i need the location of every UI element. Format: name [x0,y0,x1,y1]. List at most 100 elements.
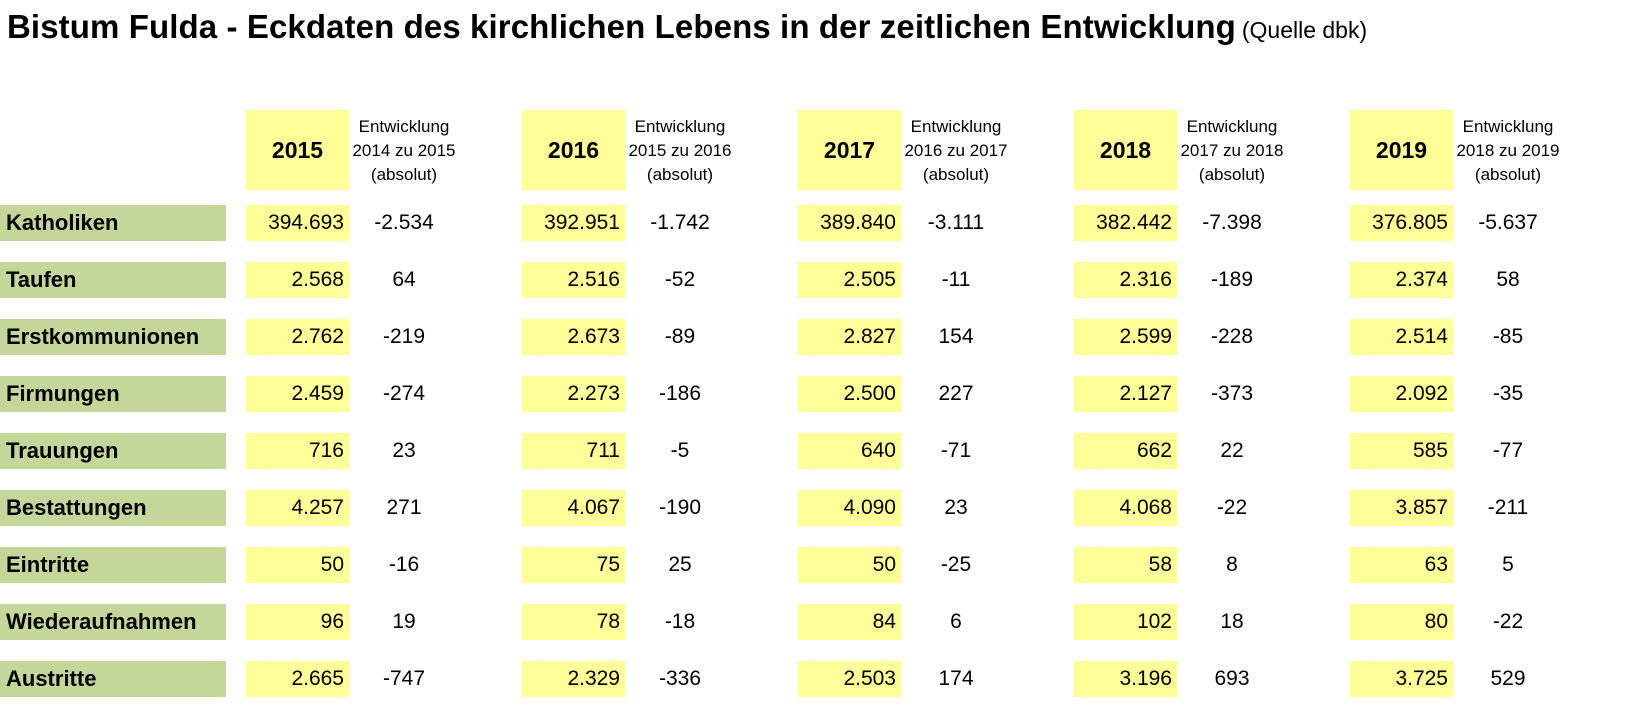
year-value-cell: 84 [798,604,901,640]
change-value-cell: -85 [1492,325,1524,348]
year-value-cell: 63 [1350,547,1453,583]
title-text: Bistum Fulda - Eckdaten des kirchlichen … [7,8,1236,45]
year-value-cell: 4.068 [1074,490,1177,526]
change-value-cell: -2.534 [374,211,434,234]
year-value-cell: 3.196 [1074,661,1177,697]
change-value-cell: -18 [664,610,696,633]
change-header-line: (absolut) [370,165,438,184]
year-header: 2019 [1350,110,1453,190]
change-value-cell: 22 [1220,439,1244,462]
year-value-cell: 2.273 [522,376,625,412]
change-value-cell: -211 [1487,496,1529,519]
year-value-cell: 3.725 [1350,661,1453,697]
change-value-cell: 6 [950,610,962,633]
year-value-cell: 382.442 [1074,205,1177,241]
change-value-cell: -228 [1210,325,1254,348]
change-value-cell: 19 [392,610,416,633]
year-value-cell: 2.459 [246,376,349,412]
row-label: Austritte [0,661,226,697]
change-header-line: (absolut) [922,165,990,184]
change-header: Entwicklung 2018 zu 2019 (absolut) [1446,115,1570,187]
change-value-cell: -52 [664,268,696,291]
change-value-cell: 529 [1490,667,1526,690]
year-value-cell: 78 [522,604,625,640]
year-value-cell: 50 [246,547,349,583]
change-value-cell: 271 [386,496,422,519]
change-value-cell: -25 [940,553,972,576]
change-value-cell: -5.637 [1478,211,1538,234]
page-title: Bistum Fulda - Eckdaten des kirchlichen … [7,8,1367,46]
change-header: Entwicklung 2016 zu 2017 (absolut) [894,115,1018,187]
change-header-line: Entwicklung [910,117,1002,136]
year-value-cell: 2.665 [246,661,349,697]
year-value-cell: 640 [798,433,901,469]
row-label: Bestattungen [0,490,226,526]
year-value-cell: 2.568 [246,262,349,298]
change-value-cell: 174 [938,667,974,690]
row-label: Firmungen [0,376,226,412]
year-value-cell: 2.374 [1350,262,1453,298]
change-header-line: (absolut) [646,165,714,184]
change-value-cell: -22 [1492,610,1524,633]
year-value-cell: 2.127 [1074,376,1177,412]
year-value-cell: 394.693 [246,205,349,241]
change-header-line: 2018 zu 2019 [1456,141,1560,160]
year-value-cell: 96 [246,604,349,640]
year-value-cell: 2.673 [522,319,625,355]
row-label: Trauungen [0,433,226,469]
change-value-cell: -5 [670,439,690,462]
change-value-cell: 5 [1502,553,1514,576]
year-value-cell: 711 [522,433,625,469]
change-header-line: 2016 zu 2017 [904,141,1008,160]
year-value-cell: 102 [1074,604,1177,640]
change-value-cell: -190 [658,496,702,519]
year-value-cell: 389.840 [798,205,901,241]
change-value-cell: -89 [664,325,696,348]
year-value-cell: 662 [1074,433,1177,469]
year-value-cell: 585 [1350,433,1453,469]
year-value-cell: 2.092 [1350,376,1453,412]
change-header: Entwicklung 2015 zu 2016 (absolut) [618,115,742,187]
change-value-cell: 23 [944,496,968,519]
change-header: Entwicklung 2014 zu 2015 (absolut) [342,115,466,187]
row-label: Taufen [0,262,226,298]
year-value-cell: 2.762 [246,319,349,355]
change-value-cell: 18 [1220,610,1244,633]
change-value-cell: -189 [1210,268,1254,291]
year-value-cell: 2.599 [1074,319,1177,355]
row-label: Wiederaufnahmen [0,604,226,640]
change-value-cell: -186 [658,382,702,405]
change-header-line: 2014 zu 2015 [352,141,456,160]
year-value-cell: 3.857 [1350,490,1453,526]
year-value-cell: 2.516 [522,262,625,298]
change-value-cell: 227 [938,382,974,405]
year-value-cell: 4.090 [798,490,901,526]
change-header-line: Entwicklung [1462,117,1554,136]
year-value-cell: 2.505 [798,262,901,298]
row-label: Katholiken [0,205,226,241]
year-value-cell: 2.329 [522,661,625,697]
change-value-cell: -11 [941,268,971,291]
year-value-cell: 2.827 [798,319,901,355]
change-value-cell: 23 [392,439,416,462]
year-value-cell: 4.067 [522,490,625,526]
change-value-cell: 693 [1214,667,1250,690]
change-value-cell: -336 [658,667,702,690]
change-header-line: Entwicklung [358,117,450,136]
change-header-line: 2015 zu 2016 [628,141,732,160]
change-value-cell: -71 [940,439,972,462]
change-value-cell: 154 [938,325,974,348]
year-header: 2016 [522,110,625,190]
change-value-cell: -219 [382,325,426,348]
change-value-cell: 8 [1226,553,1238,576]
change-header-line: (absolut) [1474,165,1542,184]
change-value-cell: 58 [1496,268,1520,291]
change-value-cell: -373 [1210,382,1254,405]
year-header: 2017 [798,110,901,190]
change-value-cell: -35 [1492,382,1524,405]
data-table: 2015 Entwicklung 2014 zu 2015 (absolut) 2016… [0,110,1638,724]
change-value-cell: -747 [382,667,426,690]
change-value-cell: -16 [388,553,420,576]
change-value-cell: -1.742 [650,211,710,234]
change-value-cell: -3.111 [927,211,985,234]
